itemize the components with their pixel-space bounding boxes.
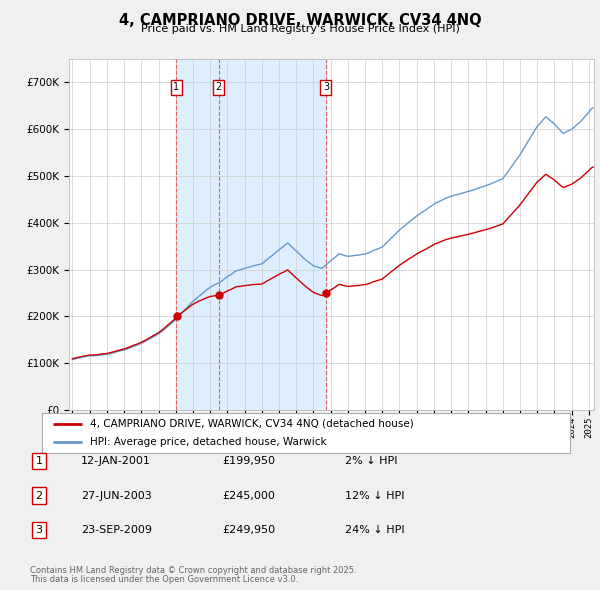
Text: This data is licensed under the Open Government Licence v3.0.: This data is licensed under the Open Gov… <box>30 575 298 584</box>
Text: 2% ↓ HPI: 2% ↓ HPI <box>345 457 398 466</box>
Text: 1: 1 <box>35 457 43 466</box>
Text: HPI: Average price, detached house, Warwick: HPI: Average price, detached house, Warw… <box>89 437 326 447</box>
Text: 4, CAMPRIANO DRIVE, WARWICK, CV34 4NQ: 4, CAMPRIANO DRIVE, WARWICK, CV34 4NQ <box>119 13 481 28</box>
Text: 2: 2 <box>35 491 43 500</box>
Text: 12% ↓ HPI: 12% ↓ HPI <box>345 491 404 500</box>
Text: 23-SEP-2009: 23-SEP-2009 <box>81 525 152 535</box>
Text: 3: 3 <box>323 82 329 92</box>
Text: Price paid vs. HM Land Registry's House Price Index (HPI): Price paid vs. HM Land Registry's House … <box>140 24 460 34</box>
Text: 1: 1 <box>173 82 179 92</box>
Text: 2: 2 <box>215 82 222 92</box>
Text: £199,950: £199,950 <box>222 457 275 466</box>
Text: 4, CAMPRIANO DRIVE, WARWICK, CV34 4NQ (detached house): 4, CAMPRIANO DRIVE, WARWICK, CV34 4NQ (d… <box>89 419 413 429</box>
Text: Contains HM Land Registry data © Crown copyright and database right 2025.: Contains HM Land Registry data © Crown c… <box>30 566 356 575</box>
Text: £249,950: £249,950 <box>222 525 275 535</box>
Text: 27-JUN-2003: 27-JUN-2003 <box>81 491 152 500</box>
Text: 24% ↓ HPI: 24% ↓ HPI <box>345 525 404 535</box>
Text: 3: 3 <box>35 525 43 535</box>
Bar <box>176 59 326 410</box>
Text: £245,000: £245,000 <box>222 491 275 500</box>
Text: 12-JAN-2001: 12-JAN-2001 <box>81 457 151 466</box>
